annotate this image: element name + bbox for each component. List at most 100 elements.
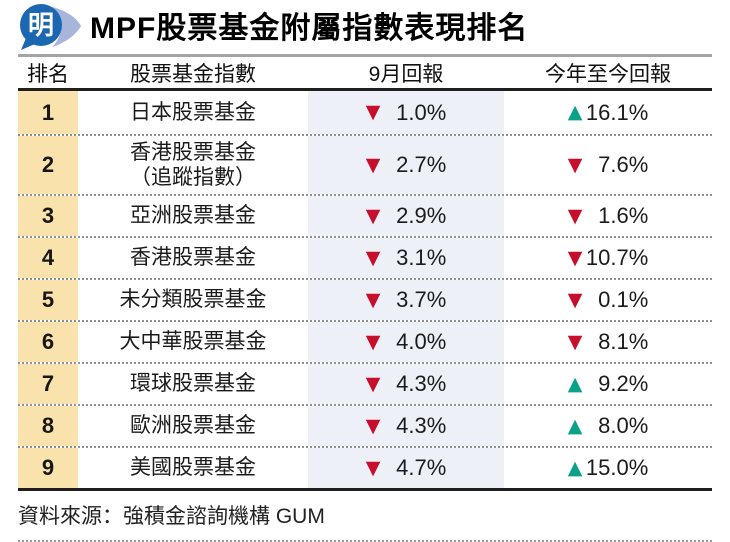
rank-cell: 8 bbox=[18, 406, 78, 446]
table-row: 2 香港股票基金 （追蹤指數） ▼ 2.7% ▼ 7.6% bbox=[18, 136, 712, 196]
fund-name-cell: 香港股票基金 bbox=[78, 238, 308, 278]
table-row: 4 香港股票基金 ▼ 3.1% ▼ 10.7% bbox=[18, 238, 712, 280]
table-row: 1 日本股票基金 ▼ 1.0% ▲ 16.1% bbox=[18, 91, 712, 136]
fund-name-cell: 香港股票基金 （追蹤指數） bbox=[78, 136, 308, 194]
table-body: 1 日本股票基金 ▼ 1.0% ▲ 16.1% 2 香港股票基金 （追蹤指數） ▼ 2.… bbox=[18, 91, 712, 491]
september-return-cell: ▼ 3.1% bbox=[308, 238, 504, 278]
rank-cell: 5 bbox=[18, 280, 78, 320]
ytd-return-value: 8.0% bbox=[598, 413, 649, 438]
september-return-value: 4.7% bbox=[396, 455, 447, 480]
fund-name-cell: 大中華股票基金 bbox=[78, 322, 308, 362]
table-row: 8 歐洲股票基金 ▼ 4.3% ▲ 8.0% bbox=[18, 406, 712, 448]
fund-name: 歐洲股票基金 bbox=[130, 414, 256, 438]
table-row: 9 美國股票基金 ▼ 4.7% ▲ 15.0% bbox=[18, 448, 712, 491]
rank-cell: 3 bbox=[18, 196, 78, 236]
trend-triangle-icon: ▼ bbox=[365, 246, 381, 269]
trend-triangle-icon: ▼ bbox=[365, 288, 381, 311]
rank-value: 6 bbox=[41, 329, 55, 354]
table-row: 3 亞洲股票基金 ▼ 2.9% ▼ 1.6% bbox=[18, 196, 712, 238]
ytd-return-cell: ▼ 1.6% bbox=[504, 196, 712, 236]
september-return-value: 2.9% bbox=[396, 203, 447, 228]
fund-name: 亞洲股票基金 bbox=[130, 204, 256, 228]
trend-triangle-icon: ▼ bbox=[365, 372, 381, 395]
trend-triangle-icon: ▼ bbox=[365, 101, 381, 123]
fund-name: 未分類股票基金 bbox=[119, 288, 267, 312]
table-row: 5 未分類股票基金 ▼ 3.7% ▼ 0.1% bbox=[18, 280, 712, 322]
fund-name: 日本股票基金 bbox=[130, 100, 256, 124]
trend-triangle-icon: ▼ bbox=[567, 153, 583, 176]
ytd-return-value: 8.1% bbox=[598, 329, 649, 354]
trend-triangle-icon: ▲ bbox=[567, 414, 583, 437]
trend-triangle-icon: ▼ bbox=[567, 288, 583, 311]
september-return-cell: ▼ 2.9% bbox=[308, 196, 504, 236]
rank-cell: 6 bbox=[18, 322, 78, 362]
rank-value: 3 bbox=[41, 203, 55, 228]
september-return-cell: ▼ 2.7% bbox=[308, 136, 504, 194]
trend-triangle-icon: ▲ bbox=[567, 101, 583, 123]
trend-triangle-icon: ▼ bbox=[365, 414, 381, 437]
rank-value: 8 bbox=[41, 413, 55, 438]
fund-name-cell: 環球股票基金 bbox=[78, 364, 308, 404]
trend-triangle-icon: ▼ bbox=[567, 204, 583, 227]
masthead: 明 MPF股票基金附屬指數表現排名 bbox=[18, 0, 712, 54]
rank-cell: 9 bbox=[18, 448, 78, 488]
fund-name: 環球股票基金 bbox=[130, 372, 256, 396]
infographic-page: 明 MPF股票基金附屬指數表現排名 排名 股票基金指數 9月回報 今年至今回報 … bbox=[18, 0, 712, 542]
rank-cell: 2 bbox=[18, 136, 78, 194]
ytd-return-cell: ▲ 15.0% bbox=[504, 448, 712, 488]
performance-table: 排名 股票基金指數 9月回報 今年至今回報 1 日本股票基金 ▼ 1.0% ▲ 16… bbox=[18, 57, 712, 491]
fund-name-cell: 日本股票基金 bbox=[78, 91, 308, 134]
september-return-cell: ▼ 3.7% bbox=[308, 280, 504, 320]
rank-cell: 4 bbox=[18, 238, 78, 278]
ytd-return-value: 0.1% bbox=[598, 287, 649, 312]
september-return-value: 4.3% bbox=[396, 371, 447, 396]
september-return-value: 4.0% bbox=[396, 329, 447, 354]
ytd-return-value: 1.6% bbox=[598, 203, 649, 228]
september-return-value: 3.1% bbox=[396, 245, 447, 270]
data-source-note: 資料來源：強積金諮詢機構 GUM bbox=[18, 491, 712, 542]
table-row: 7 環球股票基金 ▼ 4.3% ▲ 9.2% bbox=[18, 364, 712, 406]
ytd-return-cell: ▲ 8.0% bbox=[504, 406, 712, 446]
september-return-cell: ▼ 4.3% bbox=[308, 364, 504, 404]
ytd-return-value: 16.1% bbox=[585, 99, 649, 125]
ytd-return-cell: ▼ 10.7% bbox=[504, 238, 712, 278]
rank-value: 1 bbox=[41, 99, 55, 125]
september-return-cell: ▼ 4.7% bbox=[308, 448, 504, 488]
trend-triangle-icon: ▼ bbox=[567, 330, 583, 353]
fund-name-line2: （追蹤指數） bbox=[130, 166, 256, 189]
fund-name-cell: 亞洲股票基金 bbox=[78, 196, 308, 236]
ytd-return-cell: ▲ 16.1% bbox=[504, 91, 712, 134]
september-return-value: 3.7% bbox=[396, 287, 447, 312]
header-fund-index: 股票基金指數 bbox=[130, 62, 256, 86]
rank-value: 7 bbox=[41, 371, 55, 396]
trend-triangle-icon: ▲ bbox=[567, 372, 583, 395]
top-divider bbox=[18, 54, 712, 57]
logo-glyph: 明 bbox=[28, 10, 54, 40]
page-title: MPF股票基金附屬指數表現排名 bbox=[90, 12, 529, 45]
september-return-cell: ▼ 1.0% bbox=[308, 91, 504, 134]
ytd-return-cell: ▼ 7.6% bbox=[504, 136, 712, 194]
fund-name-cell: 未分類股票基金 bbox=[78, 280, 308, 320]
ytd-return-value: 7.6% bbox=[598, 152, 649, 177]
fund-name-cell: 美國股票基金 bbox=[78, 448, 308, 488]
ytd-return-cell: ▼ 8.1% bbox=[504, 322, 712, 362]
rank-value: 5 bbox=[41, 287, 55, 312]
rank-value: 4 bbox=[41, 245, 55, 270]
table-row: 6 大中華股票基金 ▼ 4.0% ▼ 8.1% bbox=[18, 322, 712, 364]
trend-triangle-icon: ▼ bbox=[365, 330, 381, 353]
ytd-return-value: 15.0% bbox=[585, 455, 649, 480]
ytd-return-cell: ▼ 0.1% bbox=[504, 280, 712, 320]
trend-triangle-icon: ▼ bbox=[365, 153, 381, 176]
rank-value: 9 bbox=[41, 455, 55, 480]
header-september-return: 9月回報 bbox=[368, 62, 444, 86]
trend-triangle-icon: ▼ bbox=[567, 246, 583, 269]
september-return-value: 4.3% bbox=[396, 413, 447, 438]
september-return-cell: ▼ 4.0% bbox=[308, 322, 504, 362]
trend-triangle-icon: ▼ bbox=[365, 456, 381, 479]
rank-value: 2 bbox=[41, 152, 55, 177]
ytd-return-cell: ▲ 9.2% bbox=[504, 364, 712, 404]
trend-triangle-icon: ▼ bbox=[365, 204, 381, 227]
september-return-cell: ▼ 4.3% bbox=[308, 406, 504, 446]
rank-cell: 7 bbox=[18, 364, 78, 404]
september-return-value: 1.0% bbox=[396, 99, 447, 125]
